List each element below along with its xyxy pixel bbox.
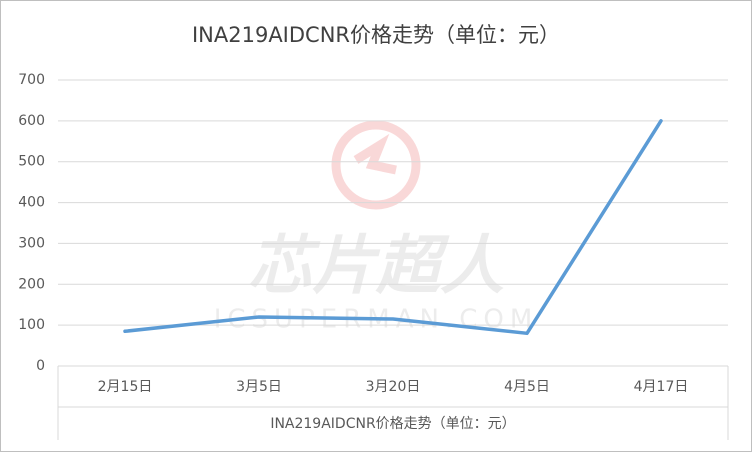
y-tick-label: 400 (18, 195, 45, 211)
y-tick-label: 500 (18, 154, 45, 170)
line-series (123, 119, 663, 336)
x-tick-label: 4月5日 (504, 379, 550, 395)
x-tick-label: 3月20日 (366, 379, 421, 395)
watermark-text: 芯片超人 (248, 230, 504, 304)
y-tick-label: 0 (36, 358, 45, 374)
y-tick-label: 700 (18, 72, 45, 88)
watermark-logo-mark (353, 133, 397, 175)
chart-title: INA219AIDCNR价格走势（单位：元） (192, 23, 560, 47)
y-tick-label: 600 (18, 113, 45, 129)
y-tick-label: 300 (18, 235, 45, 251)
x-tick-label: 3月5日 (236, 379, 282, 395)
x-tick-label: 4月17日 (634, 379, 689, 395)
y-tick-label: 100 (18, 317, 45, 333)
y-tick-label: 200 (18, 276, 45, 292)
watermark-logo (331, 120, 421, 210)
x-axis-title: INA219AIDCNR价格走势（单位：元） (270, 416, 515, 432)
x-tick-label: 2月15日 (98, 379, 153, 395)
